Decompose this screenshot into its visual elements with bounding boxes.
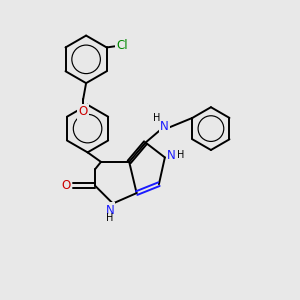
Text: N: N: [167, 148, 176, 162]
Text: H: H: [106, 213, 114, 224]
Text: H: H: [153, 113, 160, 123]
Text: O: O: [61, 179, 71, 192]
Text: N: N: [106, 203, 114, 217]
Text: O: O: [79, 106, 88, 118]
Text: N: N: [160, 120, 169, 133]
Text: H: H: [177, 150, 184, 160]
Text: Cl: Cl: [117, 40, 128, 52]
